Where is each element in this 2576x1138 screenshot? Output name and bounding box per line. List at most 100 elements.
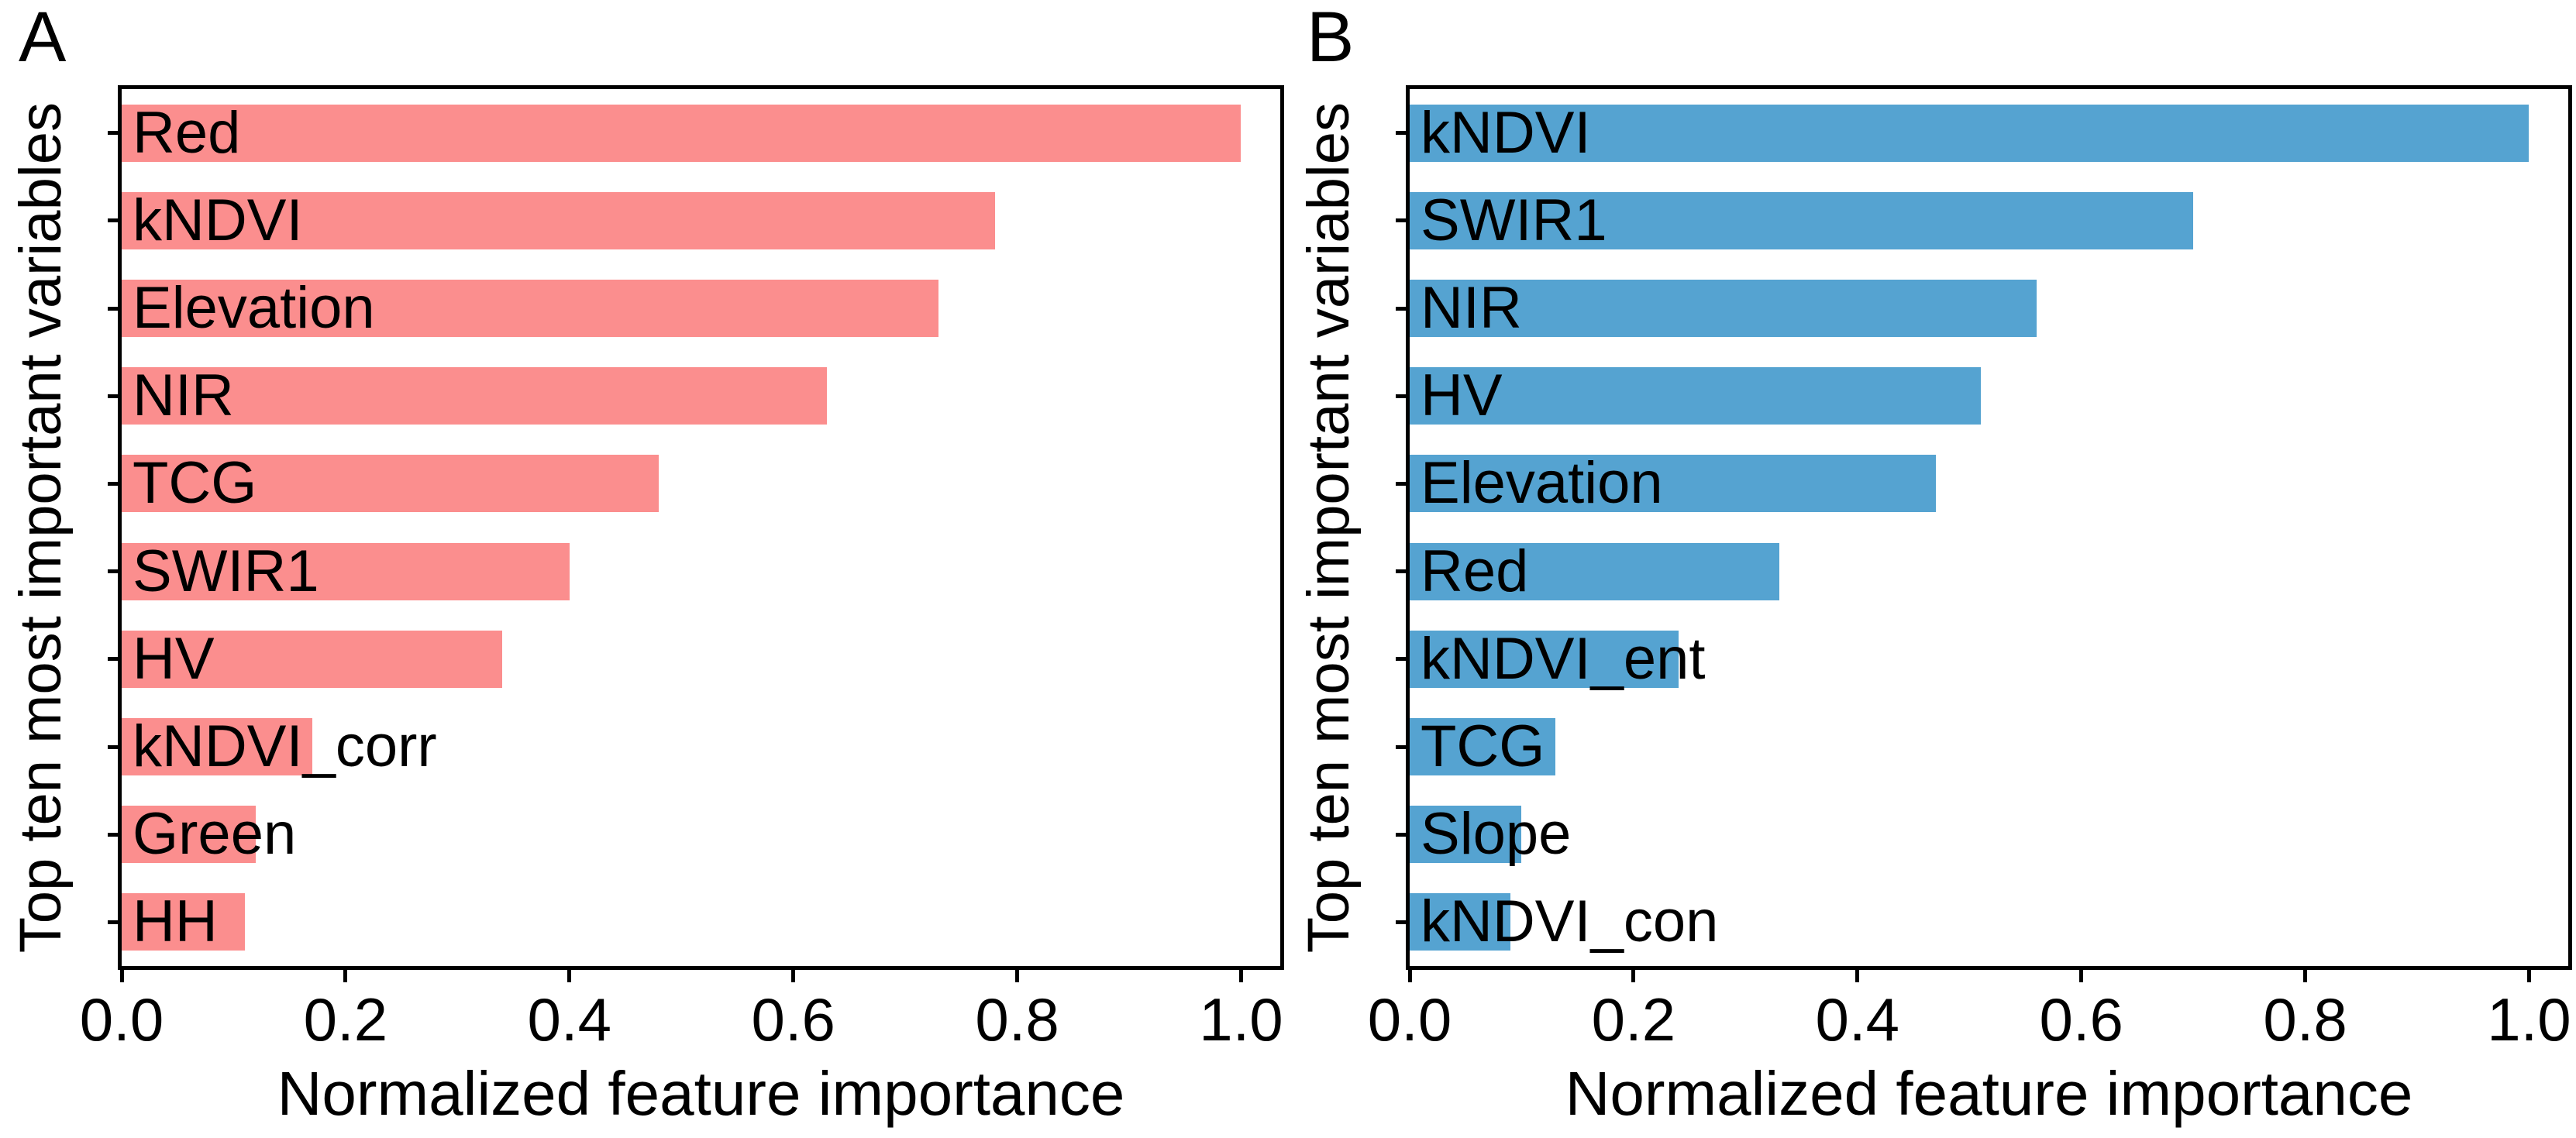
y-tick-mark xyxy=(108,920,118,924)
x-tick-mark xyxy=(343,970,348,982)
bar-row: Red xyxy=(1410,528,2568,615)
x-tick-label: 0.6 xyxy=(751,985,835,1054)
bar-row: kNDVI xyxy=(122,177,1280,264)
bar-row: kNDVI_corr xyxy=(122,703,1280,790)
bar-label: Elevation xyxy=(133,274,375,341)
x-tick-label: 0.8 xyxy=(2263,985,2347,1054)
bar-label: kNDVI_con xyxy=(1421,889,1719,955)
bar-row: Elevation xyxy=(122,264,1280,352)
bar-label: kNDVI xyxy=(1421,99,1591,166)
y-tick-mark xyxy=(108,394,118,398)
bar-row: kNDVI_ent xyxy=(1410,615,2568,703)
y-tick-mark xyxy=(108,481,118,486)
y-axis-label-box-a: Top ten most important variables xyxy=(0,85,82,970)
x-tick-mark xyxy=(2079,970,2084,982)
bar-label: NIR xyxy=(1421,274,1522,341)
bar-label: TCG xyxy=(133,450,257,517)
x-tick-mark xyxy=(1631,970,1636,982)
x-tick-mark xyxy=(1855,970,1860,982)
y-tick-mark xyxy=(1396,218,1406,223)
bar xyxy=(1410,104,2530,162)
x-tick-label: 1.0 xyxy=(2487,985,2571,1054)
bar-label: Red xyxy=(133,99,241,166)
plot-area: Red kNDVI Elevation NIR TCG SWIR1 HV kNDVI_corr… xyxy=(80,85,1284,1050)
x-tick-label: 1.0 xyxy=(1199,985,1283,1054)
bar-label: HH xyxy=(133,889,218,955)
bar xyxy=(1410,630,1679,688)
y-tick-mark xyxy=(108,131,118,136)
bar xyxy=(1410,806,1522,864)
panel-a: A Top ten most important variables Red kN… xyxy=(0,0,1284,1128)
bar xyxy=(1410,367,1981,425)
bar-label: TCG xyxy=(1421,713,1545,779)
bar-row: Green xyxy=(122,791,1280,878)
y-tick-mark xyxy=(108,569,118,574)
y-tick-mark xyxy=(108,657,118,662)
y-tick-mark xyxy=(108,306,118,311)
bar-label: Green xyxy=(133,801,297,868)
bar xyxy=(1410,191,2194,249)
panel-b-letter: B xyxy=(1307,0,1355,77)
bar-label: Slope xyxy=(1421,801,1572,868)
y-tick-mark xyxy=(1396,920,1406,924)
bar-label: HV xyxy=(1421,363,1503,429)
bar-row: Elevation xyxy=(1410,440,2568,528)
bar xyxy=(122,367,827,425)
bar-row: TCG xyxy=(1410,703,2568,790)
y-tick-mark xyxy=(1396,832,1406,837)
y-axis-label-a: Top ten most important variables xyxy=(8,101,74,954)
bar-label: kNDVI_ent xyxy=(1421,625,1706,692)
bar-row: HH xyxy=(122,878,1280,966)
bar-row: Red xyxy=(122,89,1280,177)
bar xyxy=(122,455,659,513)
x-tick-label: 0.6 xyxy=(2039,985,2123,1054)
bar-row: NIR xyxy=(1410,264,2568,352)
bar-row: TCG xyxy=(122,440,1280,528)
y-tick-mark xyxy=(108,218,118,223)
x-tick-mark xyxy=(1238,970,1243,982)
bar xyxy=(1410,279,2037,337)
x-tick-mark xyxy=(791,970,796,982)
x-tick-mark xyxy=(1407,970,1412,982)
bar xyxy=(122,542,570,600)
plot-area: kNDVI SWIR1 NIR HV Elevation Red kNDVI_ent TCG S… xyxy=(1368,85,2572,1050)
y-tick-mark xyxy=(108,744,118,749)
panel-a-letter: A xyxy=(19,0,67,77)
bar xyxy=(122,717,312,775)
bar-label: NIR xyxy=(133,363,234,429)
x-tick-label: 0.8 xyxy=(975,985,1059,1054)
bar xyxy=(122,806,257,864)
bar xyxy=(122,279,939,337)
panel-b: B Top ten most important variables kNDVI… xyxy=(1288,0,2576,1138)
bar-row: SWIR1 xyxy=(1410,177,2568,264)
bar xyxy=(1410,455,1936,513)
x-axis-label-b: Normalized feature importance xyxy=(1565,1059,2413,1128)
y-tick-mark xyxy=(1396,657,1406,662)
y-tick-mark xyxy=(1396,131,1406,136)
bar xyxy=(1410,542,1779,600)
bar-label: HV xyxy=(133,625,215,692)
bar xyxy=(1410,717,1555,775)
bar-row: NIR xyxy=(122,352,1280,440)
bar-row: kNDVI xyxy=(1410,89,2568,177)
y-tick-mark xyxy=(1396,744,1406,749)
y-axis-label-box-b: Top ten most important variables xyxy=(1288,85,1370,970)
bar-label: kNDVI_corr xyxy=(133,713,437,779)
x-tick-label: 0.4 xyxy=(1815,985,1899,1054)
x-tick-label: 0.0 xyxy=(1367,985,1452,1054)
x-tick-label: 0.4 xyxy=(527,985,611,1054)
x-tick-label: 0.2 xyxy=(303,985,388,1054)
bar-label: SWIR1 xyxy=(1421,187,1607,253)
x-axis-label-a: Normalized feature importance xyxy=(277,1059,1125,1128)
y-axis-label-b: Top ten most important variables xyxy=(1296,101,1362,954)
bar-row: HV xyxy=(1410,352,2568,440)
y-tick-mark xyxy=(108,832,118,837)
bar xyxy=(122,893,245,951)
bar-row: Slope xyxy=(1410,791,2568,878)
x-tick-mark xyxy=(1015,970,1020,982)
bar-label: SWIR1 xyxy=(133,538,319,604)
x-tick-mark xyxy=(567,970,572,982)
x-tick-label: 0.0 xyxy=(79,985,164,1054)
bar-label: Elevation xyxy=(1421,450,1663,517)
y-tick-mark xyxy=(1396,481,1406,486)
